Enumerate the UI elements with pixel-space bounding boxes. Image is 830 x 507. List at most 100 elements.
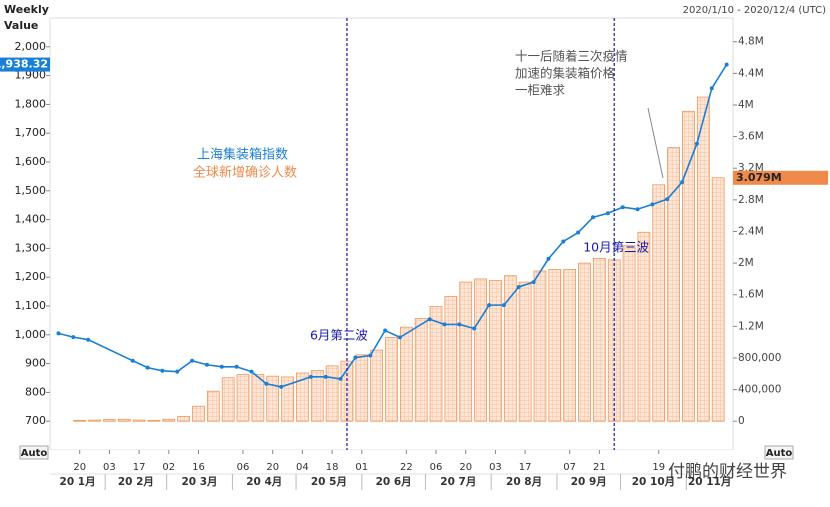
annotation-text: 一柜难求 bbox=[515, 83, 566, 98]
bar bbox=[459, 281, 473, 422]
point bbox=[368, 353, 373, 358]
month-label: 20 10月 bbox=[632, 476, 675, 488]
x-tick-label: 18 bbox=[326, 462, 339, 473]
auto-box bbox=[764, 445, 794, 460]
bar bbox=[221, 377, 235, 422]
y-tick-label: 700 bbox=[25, 414, 46, 427]
bar bbox=[236, 374, 250, 422]
point bbox=[516, 284, 521, 289]
y2-tick-label: 4.4M bbox=[738, 67, 764, 79]
auto-label: Auto bbox=[766, 448, 793, 459]
point bbox=[249, 369, 254, 374]
bar bbox=[414, 318, 428, 422]
y-tick-label: 1,800 bbox=[15, 97, 47, 110]
y-tick-label: 1,600 bbox=[15, 155, 47, 168]
bar bbox=[73, 420, 87, 422]
y2-tick-label: 2.4M bbox=[738, 225, 764, 237]
bar bbox=[281, 376, 294, 422]
y-tick-label: 1,000 bbox=[15, 328, 47, 341]
bar bbox=[696, 96, 710, 422]
point bbox=[264, 381, 269, 386]
month-label: 20 1月 bbox=[60, 476, 96, 488]
point bbox=[308, 374, 313, 379]
x-tick-label: 20 bbox=[73, 462, 86, 473]
bar bbox=[563, 269, 577, 422]
point bbox=[427, 317, 432, 322]
point bbox=[71, 335, 76, 340]
header-weekly: Weekly bbox=[4, 3, 49, 16]
month-label: 20 4月 bbox=[246, 476, 282, 488]
month-label: 20 7月 bbox=[440, 476, 476, 488]
bar bbox=[593, 258, 606, 422]
point bbox=[694, 141, 699, 146]
y2-tick-label: 1.6M bbox=[738, 289, 764, 301]
point bbox=[190, 358, 195, 363]
watermark: 付鹏的财经世界 bbox=[668, 462, 787, 482]
current-value-label: 3.079M bbox=[736, 171, 782, 184]
bar bbox=[622, 245, 636, 422]
point bbox=[175, 369, 180, 374]
y-tick-label: 1,300 bbox=[15, 241, 47, 254]
month-label: 20 6月 bbox=[376, 476, 412, 488]
y2-tick-label: 1.2M bbox=[738, 320, 764, 332]
point bbox=[709, 86, 714, 91]
bar bbox=[206, 390, 220, 422]
point bbox=[620, 205, 625, 210]
y-tick-label: 2,000 bbox=[15, 40, 47, 53]
bar bbox=[147, 419, 161, 422]
point bbox=[457, 322, 462, 327]
x-tick-label: 01 bbox=[355, 462, 368, 473]
bar bbox=[503, 275, 517, 422]
y-tick-label: 800 bbox=[25, 385, 46, 398]
month-label: 20 3月 bbox=[181, 476, 217, 488]
bar bbox=[117, 418, 131, 422]
y2-tick-label: 3.6M bbox=[738, 131, 764, 143]
x-tick-label: 17 bbox=[519, 462, 532, 473]
current-value-label: 1,938.32 bbox=[0, 58, 48, 71]
point bbox=[353, 355, 358, 360]
point bbox=[635, 207, 640, 212]
bar bbox=[385, 337, 398, 422]
point bbox=[472, 326, 477, 331]
point bbox=[591, 215, 596, 220]
bar bbox=[266, 375, 280, 422]
bar bbox=[637, 231, 651, 422]
bar bbox=[682, 110, 695, 422]
y2-tick-label: 800,000 bbox=[738, 352, 781, 364]
annotation-text: 加速的集装箱价格 bbox=[515, 66, 616, 81]
header-value: Value bbox=[4, 19, 38, 32]
y-tick-label: 1,400 bbox=[15, 213, 47, 226]
legend-bar: 全球新增确诊人数 bbox=[193, 165, 297, 181]
x-tick-label: 06 bbox=[237, 462, 250, 473]
month-label: 20 5月 bbox=[311, 476, 347, 488]
point bbox=[86, 337, 91, 342]
x-tick-label: 03 bbox=[103, 462, 116, 473]
point bbox=[487, 303, 492, 308]
x-tick-label: 17 bbox=[133, 462, 146, 473]
point bbox=[442, 322, 447, 327]
bar bbox=[578, 262, 591, 422]
bar bbox=[310, 370, 324, 422]
point bbox=[546, 256, 551, 261]
x-tick-label: 20 bbox=[459, 462, 472, 473]
x-axis-band bbox=[0, 450, 830, 490]
point bbox=[576, 230, 581, 235]
bar bbox=[489, 280, 502, 422]
bar bbox=[444, 295, 458, 422]
point bbox=[680, 180, 685, 185]
bar bbox=[548, 269, 562, 422]
y-tick-label: 1,500 bbox=[15, 184, 47, 197]
x-tick-label: 19 bbox=[652, 462, 665, 473]
bar bbox=[652, 184, 666, 422]
y2-tick-label: 2.8M bbox=[738, 194, 764, 206]
current-value-box bbox=[0, 57, 50, 72]
point bbox=[279, 384, 284, 389]
line bbox=[58, 64, 728, 388]
point bbox=[145, 365, 150, 370]
point bbox=[56, 331, 61, 336]
y-tick-label: 1,900 bbox=[15, 69, 47, 82]
x-tick-label: 07 bbox=[563, 462, 576, 473]
point bbox=[338, 376, 343, 381]
month-label: 20 8月 bbox=[506, 476, 542, 488]
